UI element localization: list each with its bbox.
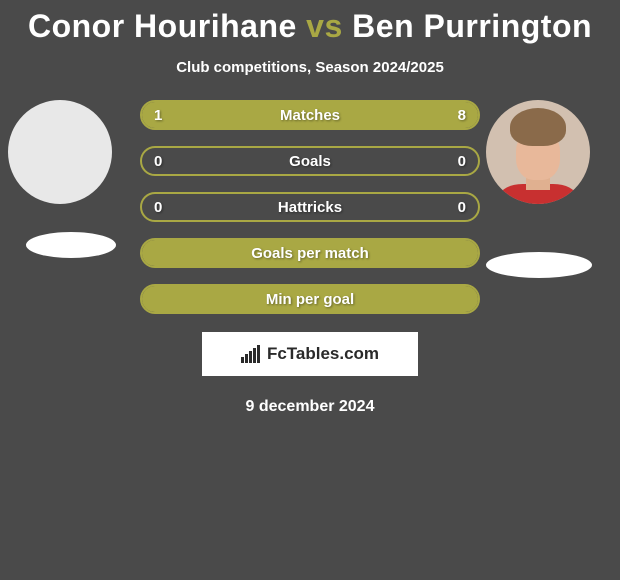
bar-chart-icon <box>241 345 263 363</box>
vs-text: vs <box>306 8 343 44</box>
stat-label: Hattricks <box>278 199 342 216</box>
date: 9 december 2024 <box>246 398 375 416</box>
stat-value-left: 1 <box>154 107 162 124</box>
stat-label: Goals per match <box>251 245 369 262</box>
player1-avatar-column <box>8 100 116 258</box>
stat-value-right: 0 <box>458 199 466 216</box>
player1-name-placeholder <box>26 232 116 258</box>
stat-value-left: 0 <box>154 199 162 216</box>
player2-avatar <box>486 100 590 204</box>
stat-row: 0 0 Hattricks <box>140 192 480 222</box>
source-logo-text: FcTables.com <box>267 344 379 364</box>
subtitle: Club competitions, Season 2024/2025 <box>176 59 444 76</box>
stat-label: Goals <box>289 153 331 170</box>
stat-value-right: 8 <box>458 107 466 124</box>
stat-value-right: 0 <box>458 153 466 170</box>
player2-name-placeholder <box>486 252 592 278</box>
source-logo: FcTables.com <box>202 332 418 376</box>
stat-row: Goals per match <box>140 238 480 268</box>
player1-name: Conor Hourihane <box>28 8 297 44</box>
stat-bars: 1 8 Matches 0 0 Goals 0 0 Hattricks Goals per mat… <box>140 100 480 314</box>
stat-row: 0 0 Goals <box>140 146 480 176</box>
player1-avatar <box>8 100 112 204</box>
stat-row: Min per goal <box>140 284 480 314</box>
stat-label: Matches <box>280 107 340 124</box>
comparison-title: Conor Hourihane vs Ben Purrington <box>28 8 592 45</box>
stat-value-left: 0 <box>154 153 162 170</box>
stat-row: 1 8 Matches <box>140 100 480 130</box>
stat-label: Min per goal <box>266 291 354 308</box>
player2-avatar-column <box>486 100 592 278</box>
stats-area: 1 8 Matches 0 0 Goals 0 0 Hattricks Goals per mat… <box>0 100 620 314</box>
player2-name: Ben Purrington <box>352 8 592 44</box>
